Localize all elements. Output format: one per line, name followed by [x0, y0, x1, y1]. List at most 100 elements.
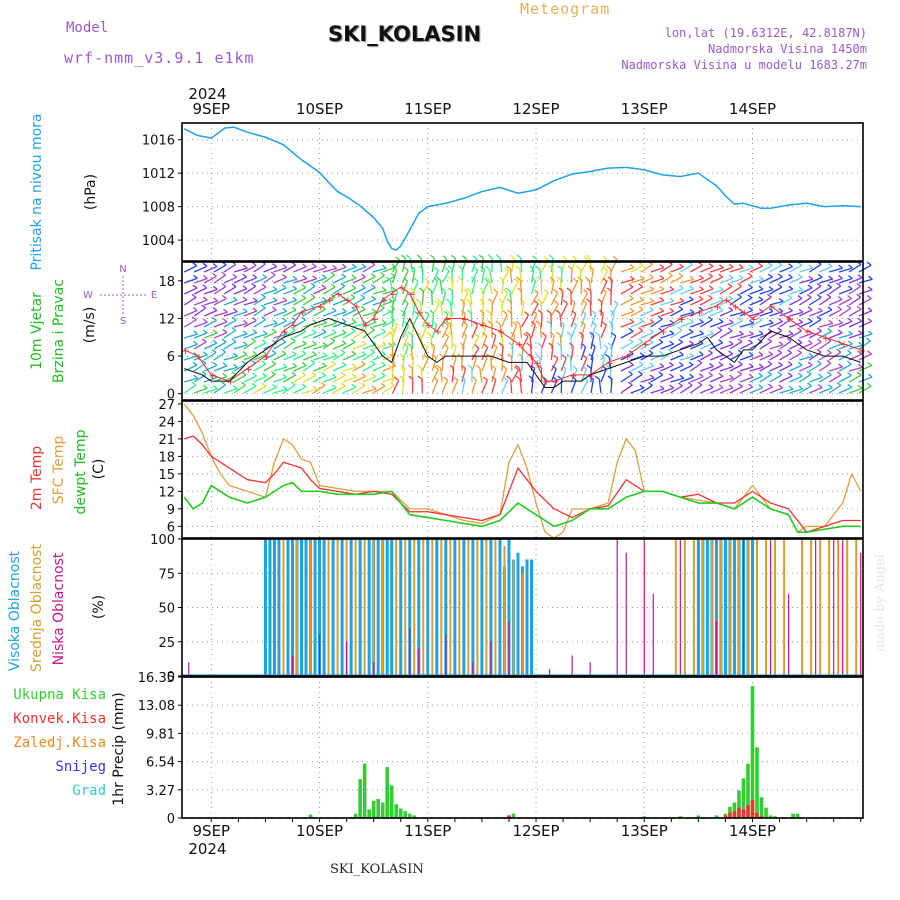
wind-barb [469, 291, 473, 306]
wind-barb [640, 331, 654, 339]
wind-barb [729, 320, 743, 328]
wind-barb-flag [827, 384, 833, 389]
wind-barb-flag [828, 319, 834, 324]
wind-barb [709, 289, 724, 295]
wind-barb-flag [758, 296, 764, 301]
wind-barb-flag [341, 273, 347, 278]
wind-barb-flag [816, 360, 822, 365]
wind-barb-flag [847, 285, 853, 290]
wind-barb [511, 335, 516, 350]
wind-barb [362, 351, 375, 361]
wind-barb-flag [361, 273, 367, 278]
wind-barb-flag [582, 299, 587, 304]
wind-gust-point: + [713, 302, 721, 313]
wind-barb [213, 365, 228, 372]
wind-barb [779, 310, 793, 317]
wind-barb-flag [566, 331, 572, 336]
wind-barb [501, 368, 508, 383]
wind-barb [362, 276, 376, 284]
wind-barb-flag [212, 272, 217, 277]
wind-barb [183, 319, 197, 328]
wind-barb [431, 280, 439, 295]
wind-barb [223, 263, 237, 273]
wind-barb-flag [270, 271, 276, 276]
wind-barb [293, 266, 307, 273]
wind-barb [253, 385, 267, 394]
wind-barb-flag [291, 317, 297, 322]
wind-barb [273, 341, 287, 350]
wind-barb [372, 307, 385, 317]
wind-barb [451, 357, 457, 372]
wind-gust-point: + [226, 377, 234, 388]
bottom-day-label: 12SEP [512, 822, 559, 840]
wind-barb [799, 309, 813, 317]
wind-barb-flag [553, 355, 559, 360]
wind-barb-flag [321, 362, 327, 367]
wind-barb [233, 299, 248, 306]
wind-barb [570, 369, 578, 383]
wind-barb [598, 379, 602, 394]
wind-barb [580, 302, 588, 317]
wind-barb-flag [388, 331, 394, 336]
wind-barb-flag [416, 254, 422, 259]
wind-barb-flag [728, 319, 734, 324]
wind-barb [680, 278, 695, 284]
wind-barb [372, 385, 386, 394]
wind-barb-flag [390, 326, 395, 331]
wind-barb-flag [857, 384, 863, 389]
wind-barb-flag [429, 309, 434, 314]
wind-barb [441, 313, 449, 328]
wind-barb [312, 308, 326, 317]
wind-barb-flag [406, 342, 412, 347]
wind-barb [729, 311, 744, 317]
wind-barb-flag [556, 342, 562, 347]
wind-barb-flag [797, 349, 802, 354]
wind-barb-flag [858, 363, 863, 368]
wind-barb [739, 287, 753, 295]
precip-bar [732, 802, 737, 818]
wind-barb [630, 330, 644, 339]
wind-barb [332, 299, 347, 306]
wind-barb [550, 368, 557, 383]
wind-barb-flag [858, 341, 863, 346]
wind-barb-flag [778, 297, 784, 302]
wind-barb [808, 296, 822, 306]
wind-barb-flag [748, 373, 754, 378]
wind-gust-point: + [768, 302, 776, 313]
wind-barb [273, 353, 287, 361]
wind-barb [709, 321, 724, 328]
wind-barb-flag [847, 275, 853, 280]
wind-barb [203, 309, 218, 317]
wind-barb [243, 300, 258, 306]
wind-barb-flag [628, 327, 634, 332]
wind-barb [799, 296, 812, 306]
wind-barb-flag [262, 273, 267, 278]
wind-barb-flag [748, 330, 754, 335]
wind-barb-flag [312, 385, 318, 390]
wind-barb [509, 268, 513, 284]
wind-barb-flag [601, 288, 607, 293]
wind-barb [421, 358, 429, 372]
wind-barb-flag [340, 382, 346, 387]
wind-gust-point: + [515, 340, 523, 351]
compass-s: S [120, 316, 126, 327]
wind-barb-flag [628, 370, 633, 375]
wind-barb [530, 368, 536, 383]
wind-barb-flag [717, 326, 723, 331]
wind-barb [848, 374, 862, 383]
wind-barb-flag [698, 295, 704, 300]
wind-barb [640, 309, 654, 317]
wind-barb [421, 314, 430, 328]
wind-barb [540, 312, 543, 328]
wind-barb [590, 313, 597, 328]
wind-barb [570, 313, 577, 328]
wind-barb-flag [301, 284, 307, 289]
wind-barb [650, 288, 665, 295]
wind-barb-flag [797, 261, 803, 266]
wind-barb [709, 354, 724, 361]
wind-barb-flag [424, 311, 430, 316]
wind-barb [858, 297, 872, 306]
wind-barb [739, 354, 754, 361]
wind-barb [779, 297, 792, 306]
wind-barb-flag [737, 360, 743, 366]
